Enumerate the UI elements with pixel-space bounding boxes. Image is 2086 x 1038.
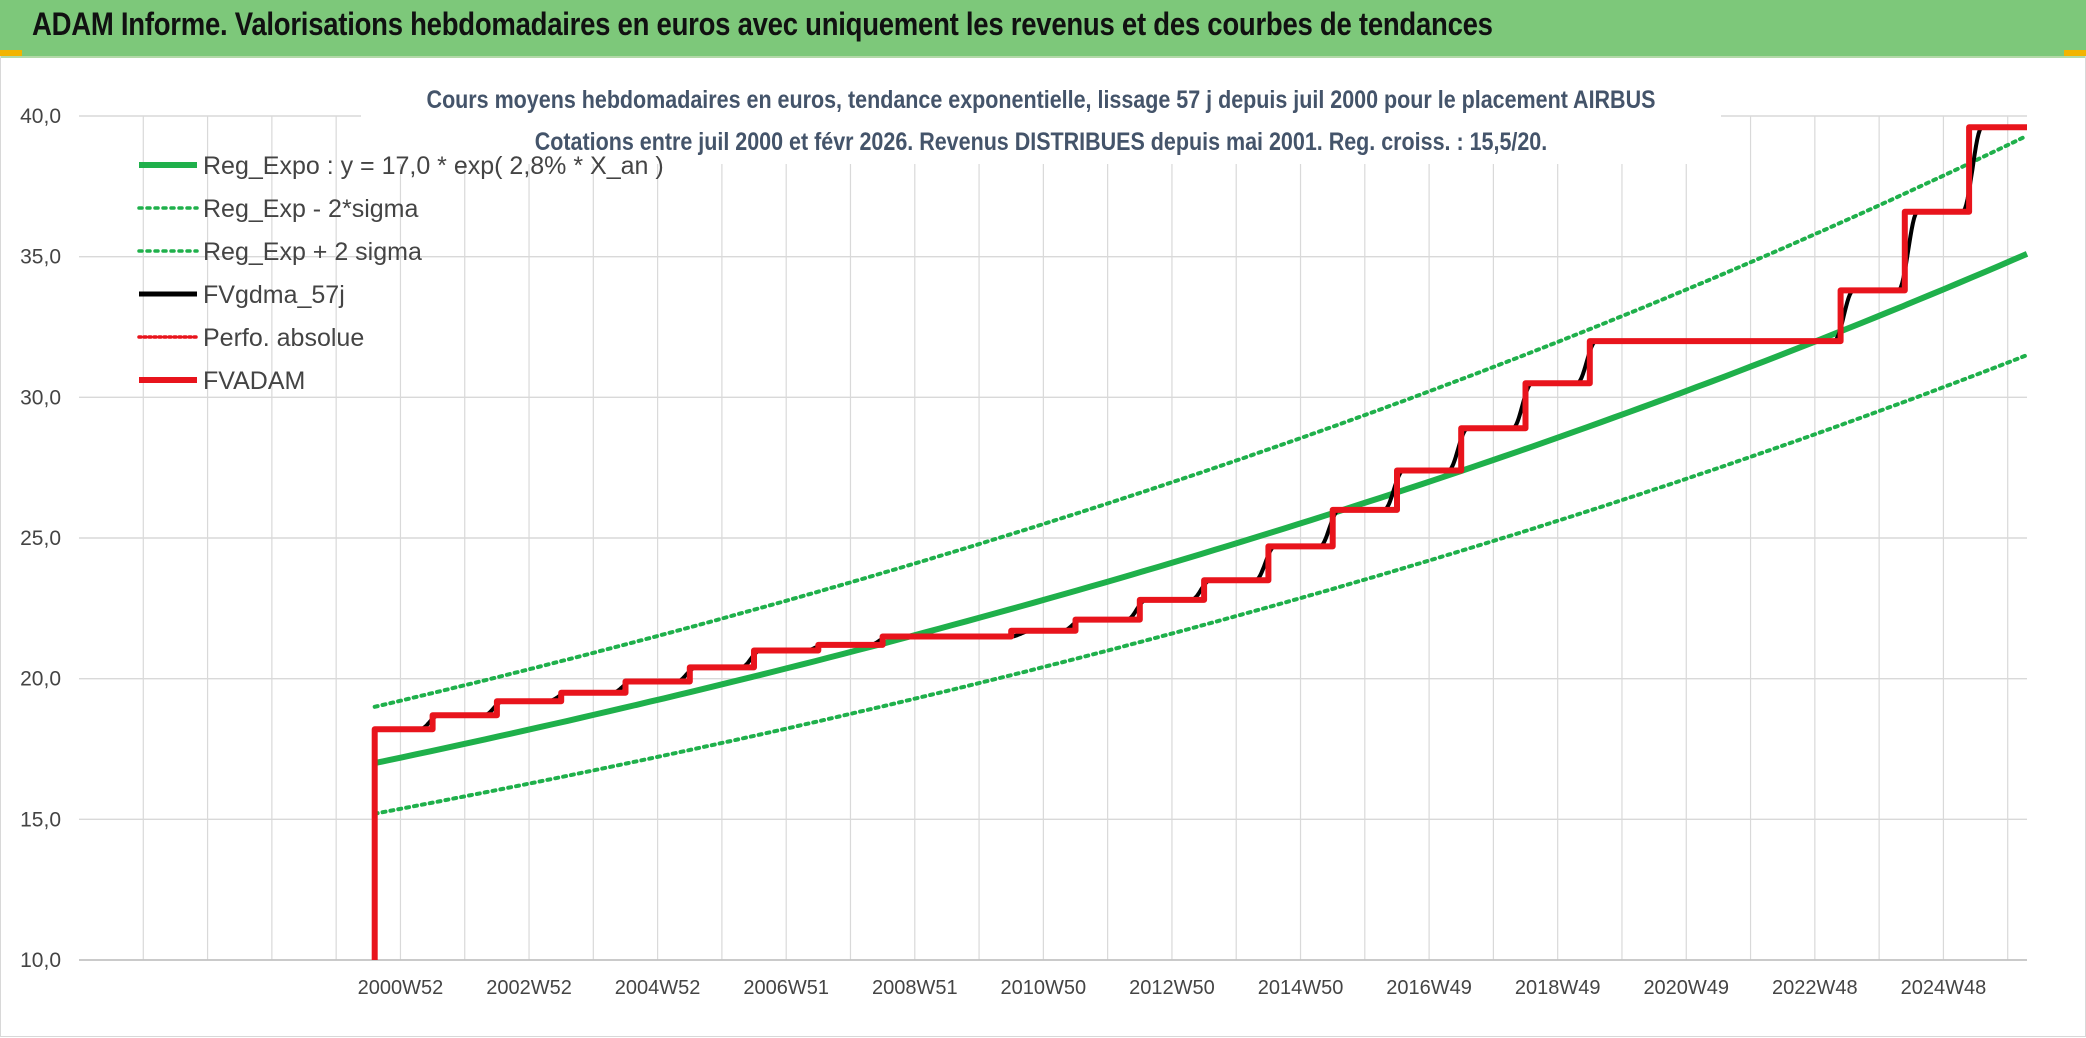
- legend-label: Perfo. absolue: [203, 324, 364, 352]
- chart-grid: [79, 115, 2027, 961]
- x-tick-label: 2020W49: [1643, 977, 1729, 999]
- x-tick-label: 2008W51: [872, 977, 958, 999]
- series-line-reg-exp-1: [372, 353, 2029, 816]
- legend-label: FVgdma_57j: [203, 281, 345, 309]
- x-tick-label: 2014W50: [1258, 977, 1344, 999]
- x-tick-label: 2022W48: [1772, 977, 1858, 999]
- y-tick-label: 15,0: [20, 808, 61, 831]
- chart-frame: 10,0 15,0 20,0 25,0 30,0 35,0 40,0 2000W52 2002…: [0, 56, 2086, 1037]
- x-tick-label: 2010W50: [1001, 977, 1087, 999]
- y-tick-label: 35,0: [20, 246, 61, 269]
- x-tick-label: 2018W49: [1515, 977, 1601, 999]
- series-line-fvadam-5: [371, 124, 2027, 960]
- series-line-reg-exp-2: [372, 133, 2029, 709]
- y-axis-ticks: 10,0 15,0 20,0 25,0 30,0 35,0 40,0: [20, 105, 61, 972]
- legend-label: Reg_Exp + 2 sigma: [203, 238, 422, 266]
- y-tick-label: 10,0: [20, 949, 61, 972]
- line-chart: 10,0 15,0 20,0 25,0 30,0 35,0 40,0 2000W52 2002…: [20, 85, 2029, 999]
- legend-label: Reg_Expo : y = 17,0 * exp( 2,8% * X_an ): [203, 152, 664, 180]
- title-background: [361, 88, 1721, 164]
- x-axis-ticks: 2000W52 2002W52 2004W52 2006W51 2008W51 2010W…: [358, 977, 1987, 999]
- legend-label: FVADAM: [203, 367, 305, 395]
- x-tick-label: 2004W52: [615, 977, 701, 999]
- banner-accent-right: [2064, 50, 2086, 56]
- report-title: ADAM Informe. Valorisations hebdomadaire…: [32, 6, 1493, 42]
- chart-subtitle: Cotations entre juil 2000 et févr 2026. …: [535, 127, 1547, 155]
- legend-label: Reg_Exp - 2*sigma: [203, 195, 418, 223]
- y-tick-label: 25,0: [20, 527, 61, 550]
- chart-title: Cours moyens hebdomadaires en euros, ten…: [427, 85, 1656, 113]
- banner-accent-left: [0, 50, 22, 56]
- series-line-reg-expo-0: [374, 251, 2029, 767]
- y-tick-label: 30,0: [20, 386, 61, 409]
- x-tick-label: 2024W48: [1901, 977, 1987, 999]
- report-banner: ADAM Informe. Valorisations hebdomadaire…: [0, 0, 2086, 58]
- y-tick-label: 40,0: [20, 105, 61, 128]
- x-tick-label: 2006W51: [743, 977, 829, 999]
- series-layer: [371, 124, 2029, 960]
- x-tick-label: 2000W52: [358, 977, 444, 999]
- x-tick-label: 2016W49: [1386, 977, 1472, 999]
- x-tick-label: 2012W50: [1129, 977, 1215, 999]
- chart-legend: Reg_Expo : y = 17,0 * exp( 2,8% * X_an )…: [137, 152, 664, 395]
- series-line-fvgdma-57j-3: [374, 125, 2027, 732]
- x-tick-label: 2002W52: [486, 977, 572, 999]
- y-tick-label: 20,0: [20, 668, 61, 691]
